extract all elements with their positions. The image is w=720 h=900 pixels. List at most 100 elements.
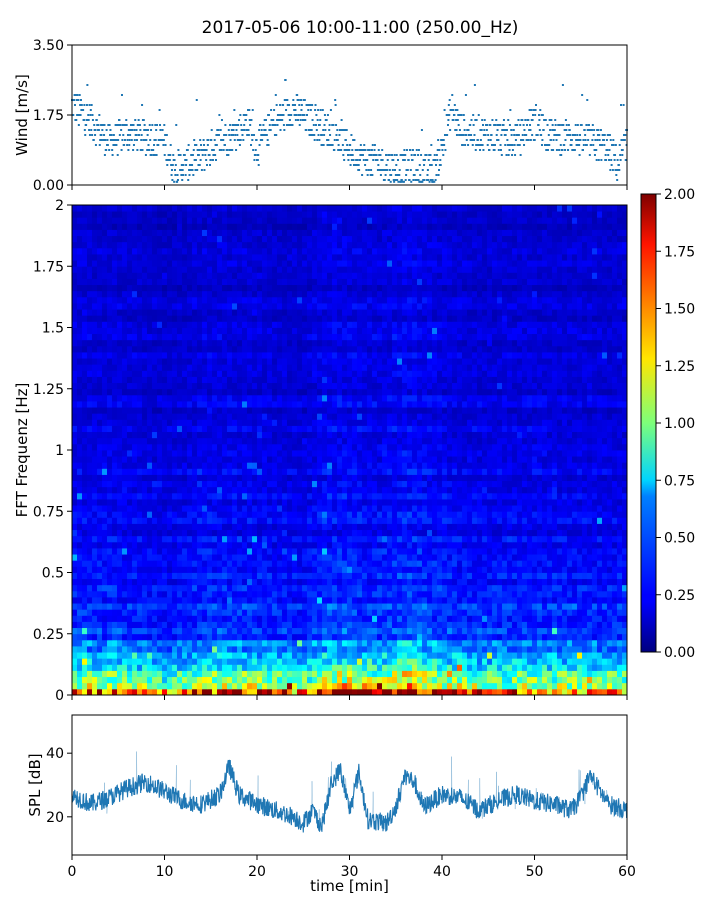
- spectrogram-cell: [177, 597, 183, 604]
- spectrogram-cell: [602, 511, 608, 518]
- spectrogram-cell: [167, 523, 173, 531]
- spectrogram-cell: [247, 676, 253, 684]
- wind-point: [565, 124, 568, 126]
- spectrogram-cell: [167, 578, 173, 586]
- spectrogram-cell: [292, 535, 298, 543]
- spectrogram-cell: [267, 664, 273, 671]
- wind-point: [170, 174, 173, 176]
- spectrogram-cell: [552, 633, 558, 641]
- spectrogram-cell: [267, 505, 273, 512]
- wind-point: [458, 114, 461, 116]
- wind-point: [239, 139, 242, 141]
- spectrogram-cell: [462, 499, 468, 506]
- spectrogram-cell: [227, 511, 233, 518]
- wind-point: [614, 144, 617, 146]
- wind-point: [565, 129, 568, 131]
- spectrogram-cell: [372, 639, 378, 647]
- wind-point: [222, 139, 225, 141]
- spectrogram-cell: [222, 529, 228, 537]
- spectrogram-cell: [477, 505, 483, 512]
- spectrogram-cell: [182, 609, 188, 616]
- spectrogram-cell: [442, 505, 448, 512]
- wind-point: [539, 109, 542, 111]
- spectrogram-cell: [612, 676, 618, 684]
- spectrogram-cell: [277, 584, 283, 592]
- wind-point: [312, 124, 315, 126]
- wind-point: [371, 144, 374, 146]
- wind-point: [310, 129, 313, 131]
- spectrogram-cell: [477, 535, 483, 543]
- spectrogram-cell: [427, 572, 433, 580]
- spectrogram-cell: [397, 548, 403, 555]
- spectrogram-cell: [517, 639, 523, 647]
- wind-point: [487, 134, 490, 136]
- spectrogram-cell: [587, 548, 593, 555]
- spectrogram-cell: [467, 517, 473, 524]
- wind-point: [473, 139, 476, 141]
- spectrogram-cell: [327, 529, 333, 537]
- wind-point: [259, 124, 262, 126]
- spectrogram-cell: [602, 658, 608, 665]
- spectrogram-cell: [387, 517, 393, 524]
- spectrogram-cell: [462, 603, 468, 610]
- spectrogram-cell: [207, 658, 213, 665]
- spectrogram-cell: [307, 572, 313, 580]
- spectrogram-cell: [292, 603, 298, 610]
- spectrogram-cell: [72, 517, 78, 524]
- spectrogram-cell: [272, 517, 278, 524]
- spectrogram-cell: [522, 627, 528, 635]
- wind-point: [598, 134, 601, 136]
- wind-point: [192, 149, 195, 151]
- spectrogram-cell: [227, 548, 233, 555]
- spectrogram-cell: [367, 676, 373, 684]
- spectrogram-cell: [552, 541, 558, 549]
- spectrogram-cell: [562, 535, 568, 543]
- spectrogram-cell: [122, 664, 128, 671]
- spectrogram-cell: [217, 541, 223, 549]
- spectrogram-cell: [307, 578, 313, 586]
- spectrogram-cell: [617, 603, 623, 610]
- spectrogram-cell: [312, 529, 318, 537]
- spectrogram-cell: [482, 517, 488, 524]
- spectrogram-cell: [447, 658, 453, 665]
- spectrogram-cell: [542, 578, 548, 586]
- spectrogram-cell: [537, 664, 543, 671]
- spectrogram-cell: [252, 633, 258, 641]
- spectrogram-cell: [477, 646, 483, 653]
- spectrogram-cell: [572, 578, 578, 586]
- spectrogram-cell: [92, 560, 98, 567]
- wind-point: [82, 109, 85, 111]
- wind-point: [600, 159, 603, 161]
- spectrogram-cell: [542, 688, 548, 696]
- spectrogram-cell: [477, 492, 483, 500]
- spectrogram-cell: [352, 523, 358, 531]
- spectrogram-cell: [257, 664, 263, 671]
- wind-point: [138, 134, 141, 136]
- wind-point: [309, 104, 312, 106]
- wind-point: [326, 144, 329, 146]
- spectrogram-cell: [382, 627, 388, 635]
- spectrogram-cell: [232, 621, 238, 629]
- wind-point: [468, 134, 471, 136]
- wind-point: [416, 179, 419, 181]
- spectrogram-cell: [527, 621, 533, 629]
- spectrogram-cell: [247, 554, 253, 561]
- spectrogram-cell: [337, 548, 343, 555]
- spectrogram-cell: [157, 609, 163, 616]
- spectrogram-cell: [427, 590, 433, 598]
- spectrogram-cell: [562, 572, 568, 580]
- spectrogram-cell: [117, 639, 123, 647]
- wind-point: [286, 99, 289, 101]
- spectrogram-cell: [467, 523, 473, 531]
- spectrogram-cell: [447, 529, 453, 537]
- spectrogram-cell: [162, 664, 168, 671]
- wind-point: [619, 154, 622, 156]
- spectrogram-cell: [177, 535, 183, 543]
- spectrogram-cell: [537, 499, 543, 506]
- spectrogram-cell: [577, 529, 583, 537]
- spectrogram-cell: [527, 664, 533, 671]
- spectrogram-cell: [297, 639, 303, 647]
- spectrogram-cell: [267, 652, 273, 659]
- spectrogram-cell: [87, 670, 93, 678]
- spectrogram-cell: [217, 492, 223, 500]
